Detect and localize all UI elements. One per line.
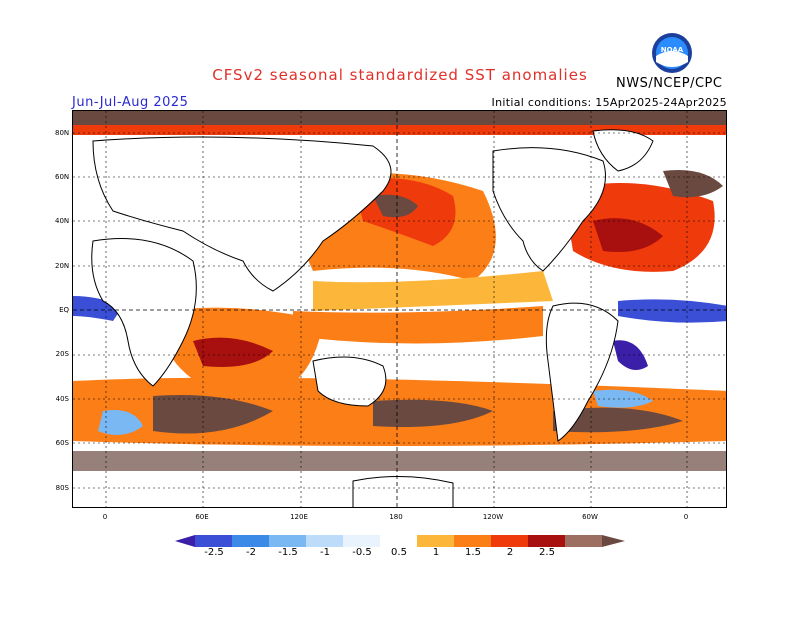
lat-label-20s: 20S bbox=[55, 350, 69, 358]
legend-label: 0.5 bbox=[391, 547, 407, 558]
legend-label: -0.5 bbox=[352, 547, 372, 558]
lat-label-60s: 60S bbox=[55, 439, 69, 447]
legend-label: -2.5 bbox=[204, 547, 224, 558]
lon-label-0: 0 bbox=[102, 513, 108, 521]
lon-label-120e: 120E bbox=[290, 513, 308, 521]
legend-label: -1.5 bbox=[278, 547, 298, 558]
legend-swatch bbox=[306, 535, 343, 547]
lat-label-40s: 40S bbox=[55, 395, 69, 403]
legend-arrow-high bbox=[602, 535, 625, 547]
legend-arrow-low bbox=[175, 535, 195, 547]
legend-swatch bbox=[232, 535, 269, 547]
legend-label: 1 bbox=[432, 547, 440, 558]
color-legend bbox=[175, 535, 625, 547]
legend-swatch bbox=[565, 535, 602, 547]
legend-swatch bbox=[195, 535, 232, 547]
legend-swatch bbox=[380, 535, 417, 547]
legend-swatch bbox=[269, 535, 306, 547]
legend-swatch bbox=[454, 535, 491, 547]
lon-label-180: 180 bbox=[389, 513, 403, 521]
legend-label: 2.5 bbox=[539, 547, 555, 558]
legend-label: -2 bbox=[246, 547, 256, 558]
lat-label-20n: 20N bbox=[55, 262, 70, 270]
lat-label-80n: 80N bbox=[55, 129, 70, 137]
legend-swatch bbox=[417, 535, 454, 547]
lat-label-60n: 60N bbox=[55, 173, 70, 181]
lon-label-0-right: 0 bbox=[683, 513, 689, 521]
chart-title: CFSv2 seasonal standardized SST anomalie… bbox=[212, 66, 588, 84]
lon-label-60w: 60W bbox=[582, 513, 598, 521]
legend-label: -1 bbox=[320, 547, 330, 558]
noaa-logo-icon: NOAA bbox=[652, 33, 692, 73]
season-label: Jun-Jul-Aug 2025 bbox=[72, 95, 189, 110]
legend-swatch bbox=[491, 535, 528, 547]
svg-text:NOAA: NOAA bbox=[661, 46, 684, 54]
lon-label-60e: 60E bbox=[195, 513, 209, 521]
lat-label-eq: EQ bbox=[59, 306, 69, 314]
lon-label-120w: 120W bbox=[482, 513, 504, 521]
legend-swatch bbox=[528, 535, 565, 547]
agency-label: NWS/NCEP/CPC bbox=[616, 76, 723, 91]
lat-label-80s: 80S bbox=[55, 484, 69, 492]
legend-label: 2 bbox=[506, 547, 514, 558]
sst-anomaly-map bbox=[72, 110, 727, 508]
legend-swatch bbox=[343, 535, 380, 547]
legend-label: 1.5 bbox=[465, 547, 481, 558]
initial-conditions-label: Initial conditions: 15Apr2025-24Apr2025 bbox=[491, 96, 727, 109]
lat-label-40n: 40N bbox=[55, 217, 70, 225]
